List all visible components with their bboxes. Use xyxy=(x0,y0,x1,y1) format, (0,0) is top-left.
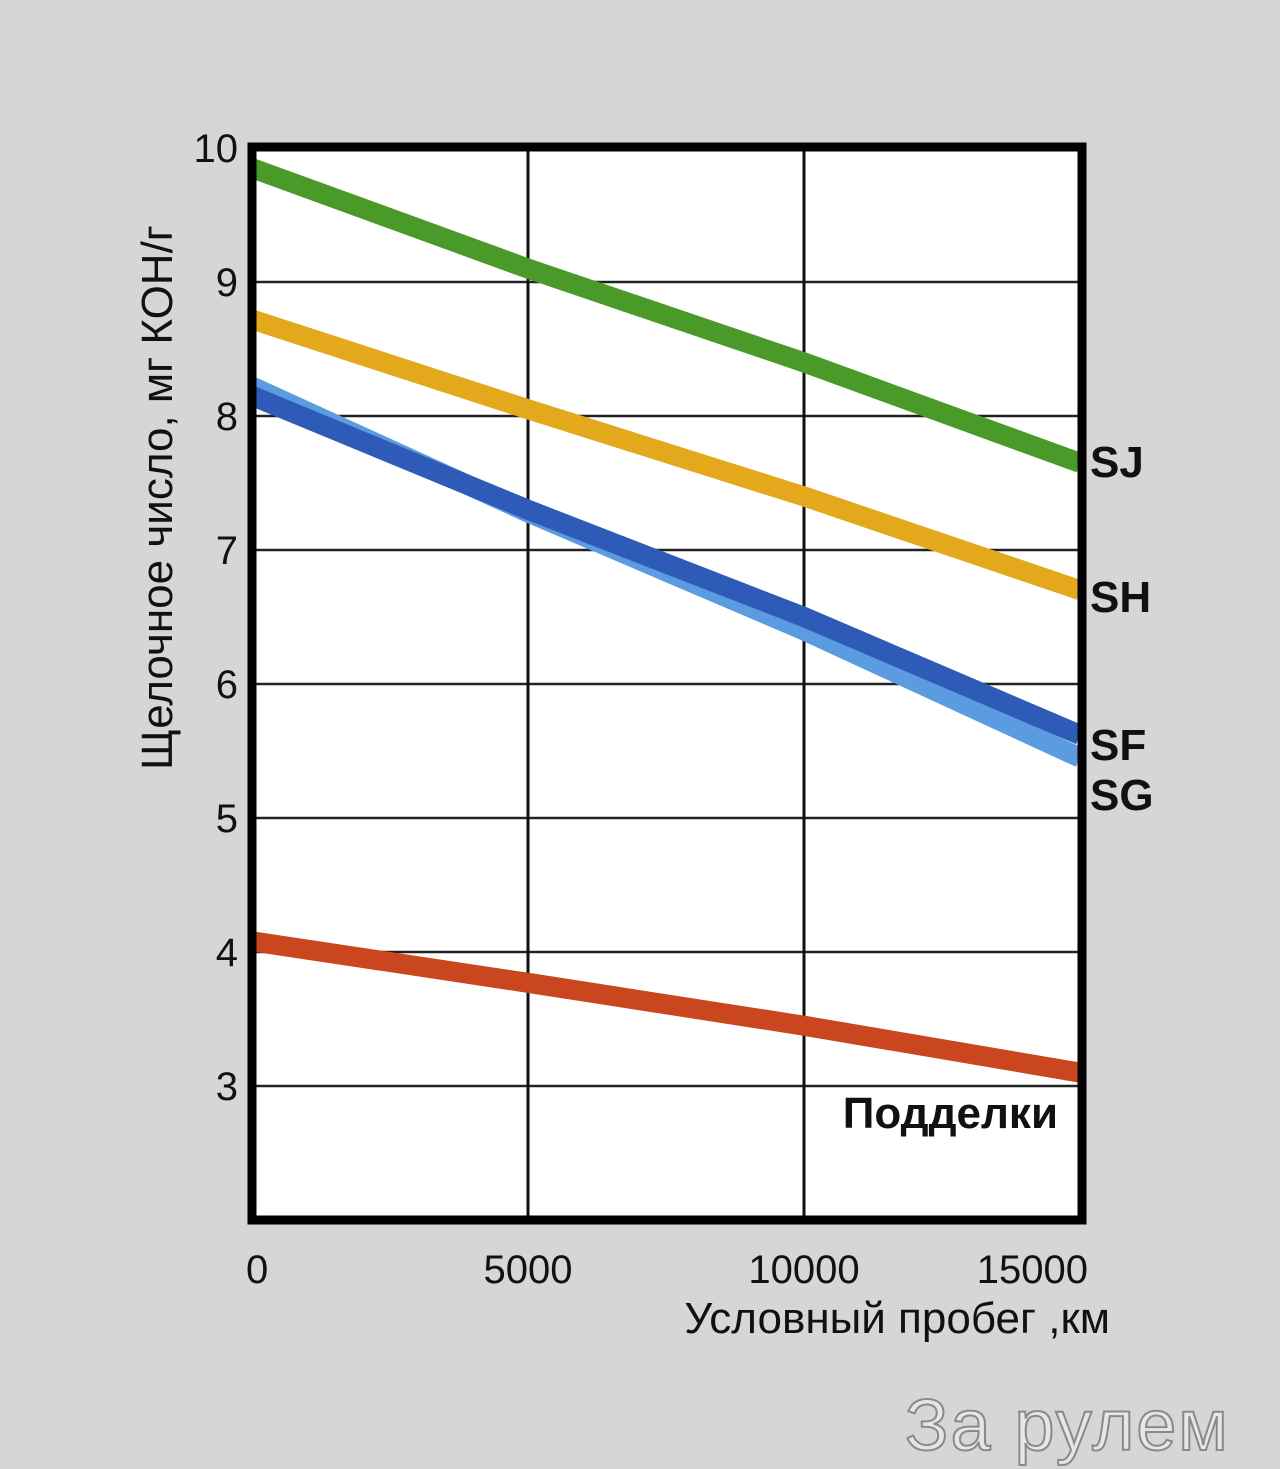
series-line-подделки xyxy=(250,931,1082,1083)
y-tick-label: 10 xyxy=(194,127,239,171)
plot-frame xyxy=(247,142,1087,1225)
x-tick-label: 0 xyxy=(246,1248,268,1292)
series-line-sj xyxy=(248,158,1084,473)
series-lines xyxy=(247,158,1085,1083)
watermark-logo: За рулем xyxy=(905,1386,1230,1466)
y-tick-label: 3 xyxy=(216,1065,238,1109)
series-label-fakes: Подделки xyxy=(843,1089,1058,1138)
y-axis-ticks: 10 9 8 7 6 5 4 3 xyxy=(194,127,239,1109)
series-line-sf xyxy=(248,386,1084,745)
y-tick-label: 7 xyxy=(216,529,238,573)
y-tick-label: 8 xyxy=(216,395,238,439)
y-tick-label: 4 xyxy=(216,931,238,975)
x-axis-ticks: 0 5000 10000 15000 xyxy=(246,1248,1088,1292)
series-label-sg: SG xyxy=(1090,771,1154,820)
y-tick-label: 5 xyxy=(216,797,238,841)
series-label-sf: SF xyxy=(1090,721,1146,770)
series-label-sh: SH xyxy=(1090,573,1151,622)
x-axis-label: Условный пробег ,км xyxy=(684,1294,1110,1343)
x-tick-label: 5000 xyxy=(484,1248,573,1292)
series-label-sj: SJ xyxy=(1090,438,1144,487)
y-axis-label: Щелочное число, мг КОН/г xyxy=(133,225,182,770)
x-tick-label: 15000 xyxy=(977,1248,1088,1292)
grid xyxy=(252,146,1082,1220)
series-line-sh xyxy=(248,310,1084,600)
y-tick-label: 6 xyxy=(216,663,238,707)
y-tick-label: 9 xyxy=(216,261,238,305)
x-tick-label: 10000 xyxy=(748,1248,859,1292)
